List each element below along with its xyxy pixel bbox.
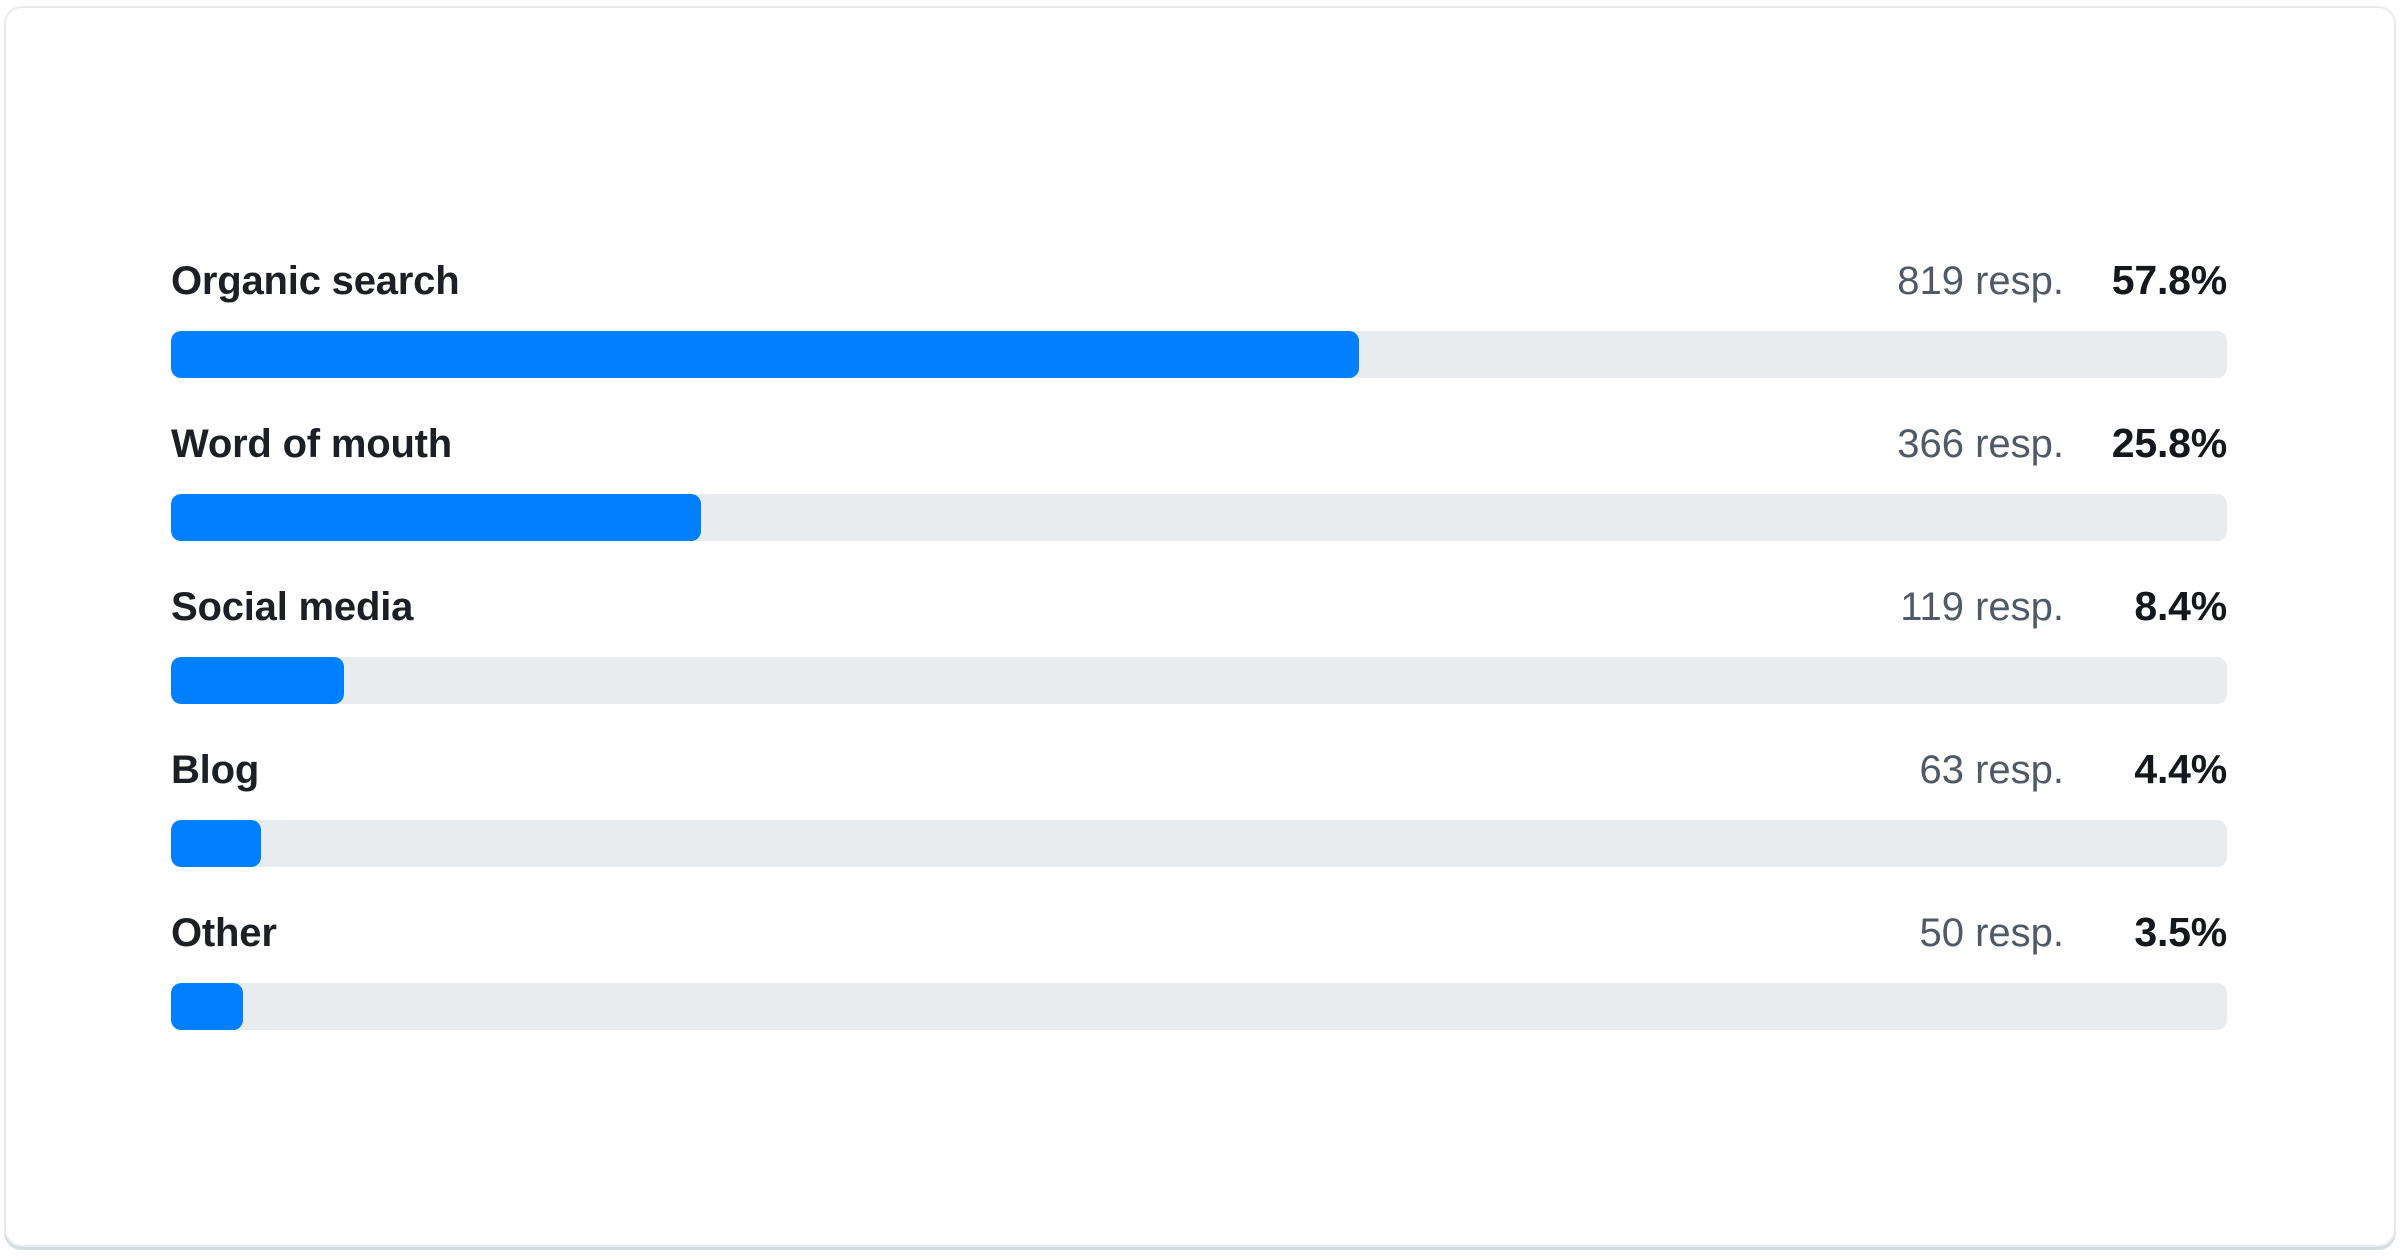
- category-label: Social media: [171, 585, 414, 629]
- bar-track: [171, 820, 2227, 867]
- chart-row-header: Organic search 819 resp. 57.8%: [171, 258, 2227, 303]
- chart-row: Organic search 819 resp. 57.8%: [171, 258, 2227, 378]
- row-values: 366 resp. 25.8%: [1897, 421, 2227, 466]
- chart-row-header: Social media 119 resp. 8.4%: [171, 584, 2227, 629]
- category-label: Organic search: [171, 259, 460, 303]
- bar-track: [171, 494, 2227, 541]
- responses-bar-chart: Organic search 819 resp. 57.8% Word of m…: [171, 258, 2227, 1073]
- row-values: 50 resp. 3.5%: [1919, 910, 2227, 955]
- responses-count: 50 resp.: [1919, 911, 2064, 955]
- chart-row-header: Blog 63 resp. 4.4%: [171, 747, 2227, 792]
- responses-count: 819 resp.: [1897, 259, 2064, 303]
- bar-fill: [171, 494, 702, 541]
- percent-value: 8.4%: [2134, 583, 2227, 629]
- percent-value: 4.4%: [2134, 746, 2227, 792]
- row-values: 63 resp. 4.4%: [1919, 747, 2227, 792]
- bar-track: [171, 331, 2227, 378]
- chart-row: Word of mouth 366 resp. 25.8%: [171, 421, 2227, 541]
- chart-row: Blog 63 resp. 4.4%: [171, 747, 2227, 867]
- responses-count: 119 resp.: [1900, 585, 2064, 629]
- bar-fill: [171, 331, 1360, 378]
- bar-fill: [171, 657, 344, 704]
- percent-value: 57.8%: [2111, 257, 2227, 303]
- bar-fill: [171, 820, 262, 867]
- chart-row-header: Other 50 resp. 3.5%: [171, 910, 2227, 955]
- row-values: 119 resp. 8.4%: [1900, 584, 2227, 629]
- bar-track: [171, 657, 2227, 704]
- responses-count: 63 resp.: [1919, 748, 2064, 792]
- chart-row: Social media 119 resp. 8.4%: [171, 584, 2227, 704]
- bar-fill: [171, 983, 243, 1030]
- percent-value: 25.8%: [2111, 420, 2227, 466]
- responses-count: 366 resp.: [1897, 422, 2064, 466]
- row-values: 819 resp. 57.8%: [1897, 258, 2227, 303]
- chart-row-header: Word of mouth 366 resp. 25.8%: [171, 421, 2227, 466]
- category-label: Blog: [171, 748, 260, 792]
- percent-value: 3.5%: [2134, 909, 2227, 955]
- results-card: Organic search 819 resp. 57.8% Word of m…: [4, 6, 2396, 1247]
- category-label: Word of mouth: [171, 422, 453, 466]
- bar-track: [171, 983, 2227, 1030]
- chart-row: Other 50 resp. 3.5%: [171, 910, 2227, 1030]
- category-label: Other: [171, 911, 277, 955]
